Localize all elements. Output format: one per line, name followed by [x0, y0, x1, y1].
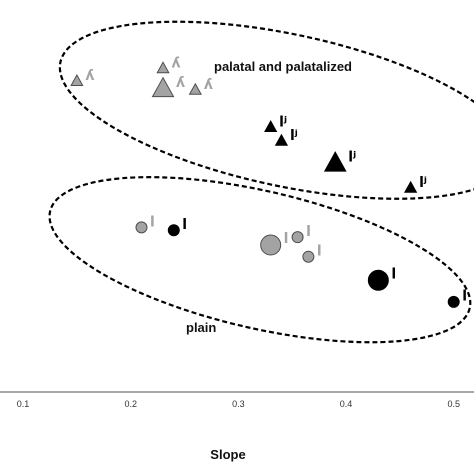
- circle-marker: [260, 234, 282, 256]
- point-label: lʲ: [419, 175, 427, 191]
- point-label: ʎ: [176, 75, 185, 91]
- point-label: lʲ: [279, 114, 287, 130]
- x-axis-title: Slope: [210, 447, 245, 462]
- group-ellipse-plain: [48, 176, 472, 344]
- triangle-marker: [188, 82, 202, 95]
- group-ellipses: [48, 20, 474, 344]
- x-tick-label: 0.4: [340, 399, 353, 409]
- group-label-plain: plain: [186, 320, 216, 335]
- point-label: ʎ: [85, 68, 94, 84]
- circle-marker: [291, 231, 304, 244]
- point-label: l: [317, 244, 322, 260]
- point-label: ʎ: [204, 77, 213, 93]
- circle-marker: [367, 269, 389, 291]
- group-label-palatal: palatal and palatalized: [214, 59, 352, 74]
- circle-marker: [302, 250, 315, 263]
- x-tick-label: 0.3: [232, 399, 245, 409]
- point-label: l: [306, 224, 311, 240]
- triangle-marker: [404, 180, 418, 193]
- x-tick-label: 0.2: [124, 399, 137, 409]
- group-ellipse-palatal: [58, 20, 474, 200]
- x-tick-labels: 0.1 0.2 0.3 0.4 0.5: [17, 399, 460, 409]
- x-tick-label: 0.5: [447, 399, 460, 409]
- triangle-marker: [70, 73, 84, 86]
- triangle-marker: [151, 76, 175, 98]
- circle-marker: [135, 221, 148, 234]
- circle-marker: [167, 224, 180, 237]
- point-label: l: [462, 289, 467, 305]
- point-label: l: [150, 214, 155, 230]
- point-label: ʎ: [172, 56, 181, 72]
- triangle-marker: [156, 61, 170, 74]
- triangle-marker: [274, 133, 289, 146]
- point-label: lʲ: [348, 150, 356, 166]
- triangle-marker: [264, 120, 278, 133]
- point-label: l: [284, 231, 289, 247]
- point-label: l: [182, 217, 187, 233]
- point-label: l: [391, 266, 396, 282]
- x-tick-label: 0.1: [17, 399, 30, 409]
- point-label: lʲ: [290, 128, 298, 144]
- triangle-marker: [323, 151, 347, 172]
- circle-marker: [447, 295, 460, 308]
